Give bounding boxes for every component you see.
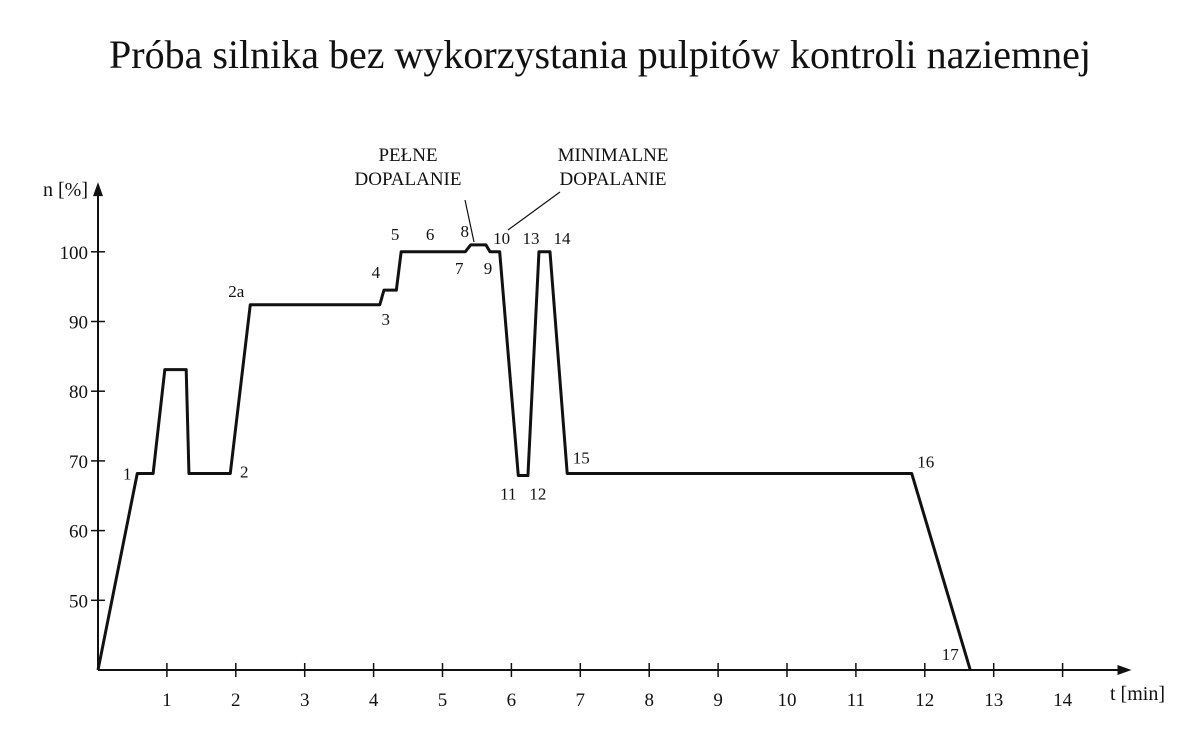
y-tick-label: 90 (69, 313, 88, 334)
x-tick-label: 1 (162, 690, 172, 711)
x-tick-label: 10 (778, 690, 797, 711)
point-label: 12 (529, 485, 546, 504)
x-tick-label: 3 (300, 690, 310, 711)
y-tick-label: 80 (69, 382, 88, 403)
annotation: PEŁNE (378, 145, 437, 166)
x-tick-label: 8 (644, 690, 654, 711)
line-series (96, 243, 972, 671)
x-tick-label: 6 (507, 690, 517, 711)
point-label: 16 (917, 452, 934, 471)
x-tick-label: 14 (1053, 690, 1073, 711)
point-label: 8 (460, 222, 469, 241)
point-label: 1 (123, 464, 132, 483)
y-tick-label: 100 (60, 243, 89, 264)
point-label: 3 (382, 310, 391, 329)
annotation: DOPALANIE (355, 169, 462, 190)
x-axis-arrow (1117, 665, 1132, 675)
point-label: 17 (942, 645, 960, 664)
x-tick-label: 2 (231, 690, 241, 711)
y-axis-arrow (93, 182, 103, 197)
x-tick-label: 12 (915, 690, 934, 711)
point-label: 5 (391, 225, 400, 244)
point-label: 7 (455, 259, 464, 278)
x-tick-label: 5 (438, 690, 448, 711)
y-tick-label: 70 (69, 452, 88, 473)
x-tick-label: 7 (576, 690, 586, 711)
point-label: 13 (522, 229, 539, 248)
leader-line (464, 199, 475, 243)
x-tick-label: 9 (713, 690, 723, 711)
point-label: 4 (372, 263, 381, 282)
y-tick-label: 60 (69, 522, 88, 543)
x-axis-label: t [min] (1110, 683, 1165, 705)
point-label: 9 (484, 259, 493, 278)
point-label: 2a (228, 282, 245, 301)
chart-title: Próba silnika bez wykorzystania pulpitów… (109, 32, 1091, 77)
point-label: 15 (573, 448, 590, 467)
y-tick-label: 50 (69, 591, 88, 612)
x-tick-label: 11 (847, 690, 865, 711)
point-label: 2 (240, 462, 249, 481)
y-axis-label: n [%] (43, 179, 88, 201)
annotation: DOPALANIE (560, 169, 667, 190)
leader-line (507, 191, 561, 231)
x-tick-label: 13 (984, 690, 1003, 711)
x-tick-label: 4 (369, 690, 379, 711)
point-label: 6 (426, 225, 435, 244)
point-label: 10 (493, 229, 510, 248)
point-label: 11 (500, 485, 516, 504)
annotation: MINIMALNE (558, 145, 669, 166)
point-label: 14 (553, 229, 571, 248)
